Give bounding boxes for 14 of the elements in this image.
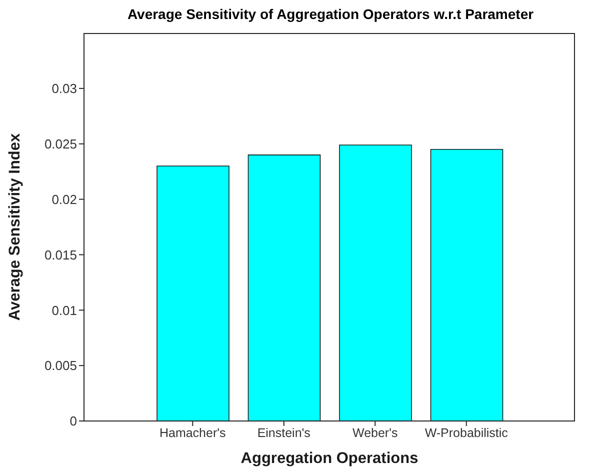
x-tick-label: Hamacher's xyxy=(159,426,226,440)
y-axis-title: Average Sensitivity Index xyxy=(6,133,24,321)
x-tick-label: W-Probabilistic xyxy=(424,426,508,440)
y-tick-label: 0.01 xyxy=(52,302,77,318)
chart-title: Average Sensitivity of Aggregation Operators w.r.t Parameter xyxy=(126,6,535,22)
x-axis-title: Aggregation Operations xyxy=(240,450,418,467)
y-tick-label: 0.03 xyxy=(52,81,77,96)
y-tick-label: 0.02 xyxy=(52,192,77,207)
y-tick-label: 0.005 xyxy=(44,358,77,374)
y-tick-label: 0.015 xyxy=(44,247,77,262)
x-tick-label: Weber's xyxy=(352,426,398,440)
y-tick-label: 0.025 xyxy=(44,136,77,152)
x-tick-label: Einstein's xyxy=(257,426,310,440)
y-tick-label: 0 xyxy=(70,414,77,429)
